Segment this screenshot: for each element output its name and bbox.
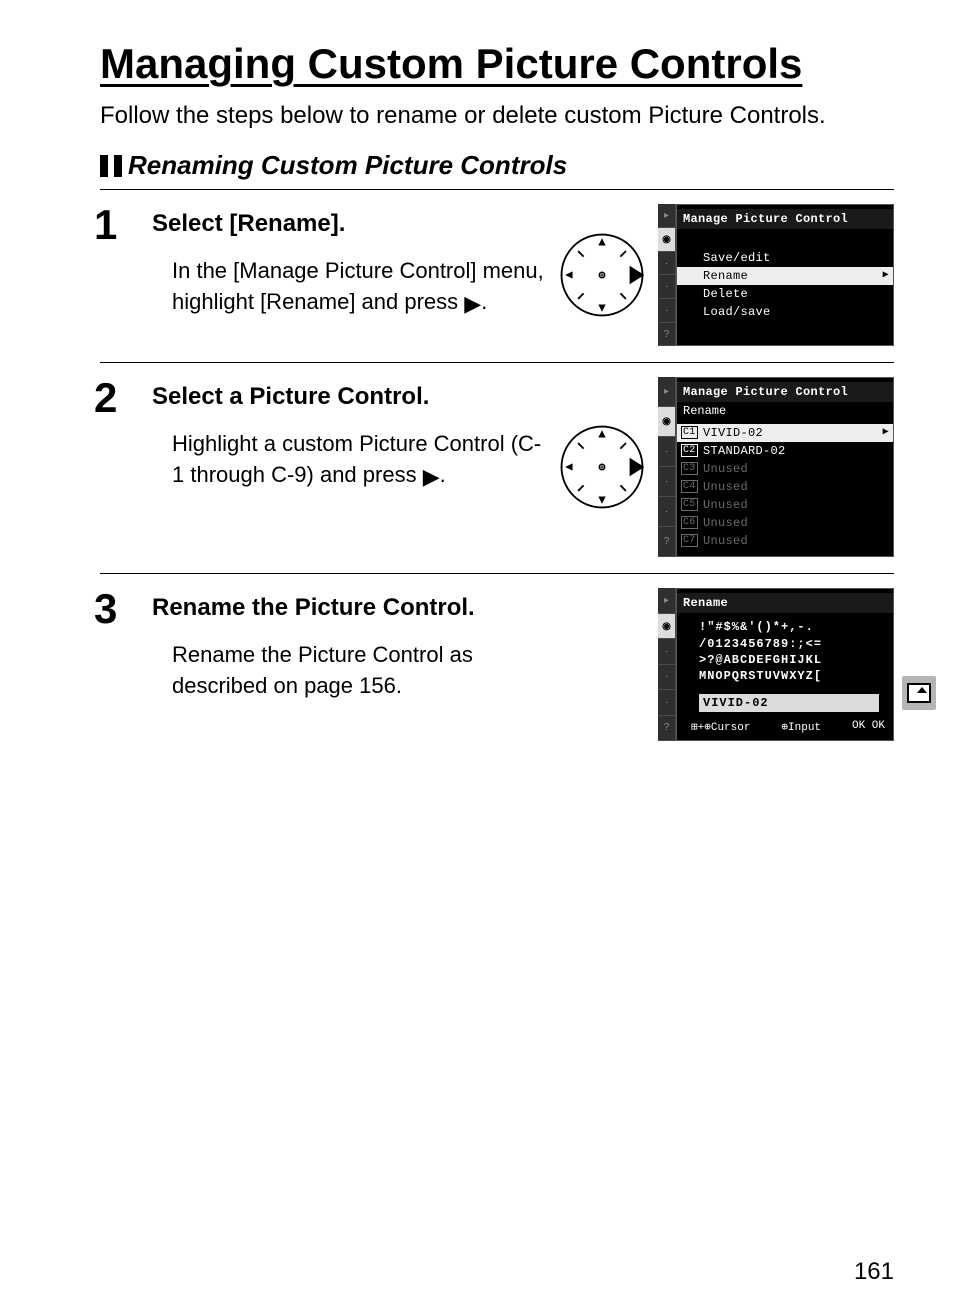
step-heading: Select [Rename]. bbox=[152, 210, 544, 238]
lcd-keyboard: !"#$%&'()*+,-. /0123456789:;<= >?@ABCDEF… bbox=[677, 613, 893, 688]
lcd-menu-item: C6Unused bbox=[677, 514, 893, 532]
lcd-title: Rename bbox=[677, 593, 893, 613]
camera-screen-3: ▸◉···? Rename !"#$%&'()*+,-. /0123456789… bbox=[658, 588, 894, 741]
subsection-title: Renaming Custom Picture Controls bbox=[128, 150, 567, 181]
camera-screen-1: ▸◉···? Manage Picture Control Save/editR… bbox=[658, 204, 894, 346]
lcd-footer: ⊞+⊕Cursor ⊕Input OK OK bbox=[677, 716, 893, 734]
step-heading: Select a Picture Control. bbox=[152, 383, 544, 411]
lcd-menu-item: C7Unused bbox=[677, 532, 893, 550]
page-number: 161 bbox=[854, 1258, 894, 1286]
divider bbox=[100, 189, 894, 190]
header-bar-icon bbox=[100, 155, 108, 177]
lcd-menu-item: C4Unused bbox=[677, 478, 893, 496]
lcd-input-field: VIVID-02 bbox=[699, 694, 879, 712]
divider bbox=[100, 573, 894, 574]
lcd-subtitle: Rename bbox=[677, 402, 893, 420]
step-number: 2 bbox=[94, 377, 140, 557]
step-number: 3 bbox=[94, 588, 140, 741]
step-1: 1 Select [Rename]. In the [Manage Pictur… bbox=[100, 198, 894, 356]
lcd-menu-item: Delete bbox=[677, 285, 893, 303]
right-triangle-icon: ▶ bbox=[423, 462, 440, 492]
step-3: 3 Rename the Picture Control. Rename the… bbox=[100, 582, 894, 751]
lcd-menu-list: C1VIVID-02C2STANDARD-02C3UnusedC4UnusedC… bbox=[677, 420, 893, 550]
lcd-title: Manage Picture Control bbox=[677, 209, 893, 229]
lcd-menu-item: C5Unused bbox=[677, 496, 893, 514]
intro-text: Follow the steps below to rename or dele… bbox=[100, 100, 894, 132]
right-triangle-icon: ▶ bbox=[464, 289, 481, 319]
step-text: Rename the Picture Control as described … bbox=[152, 640, 544, 701]
subsection-header: Renaming Custom Picture Controls bbox=[100, 150, 894, 181]
divider bbox=[100, 362, 894, 363]
lcd-menu-item: Rename bbox=[677, 267, 893, 285]
camera-screen-2: ▸◉···? Manage Picture Control Rename C1V… bbox=[658, 377, 894, 557]
lcd-menu-item: C1VIVID-02 bbox=[677, 424, 893, 442]
step-number: 1 bbox=[94, 204, 140, 346]
step-text: Highlight a custom Picture Control (C-1 … bbox=[152, 429, 544, 492]
retouch-tab-icon bbox=[902, 676, 936, 710]
multi-selector-icon bbox=[556, 229, 648, 321]
step-heading: Rename the Picture Control. bbox=[152, 594, 544, 622]
multi-selector-icon bbox=[556, 421, 648, 513]
lcd-menu-item: Save/edit bbox=[677, 249, 893, 267]
lcd-menu-item: C2STANDARD-02 bbox=[677, 442, 893, 460]
page-title: Managing Custom Picture Controls bbox=[100, 40, 894, 88]
lcd-title: Manage Picture Control bbox=[677, 382, 893, 402]
lcd-menu-list: Save/editRenameDeleteLoad/save bbox=[677, 245, 893, 321]
lcd-menu-item: C3Unused bbox=[677, 460, 893, 478]
header-bar-icon bbox=[114, 155, 122, 177]
step-text: In the [Manage Picture Control] menu, hi… bbox=[152, 256, 544, 319]
lcd-menu-item: Load/save bbox=[677, 303, 893, 321]
step-2: 2 Select a Picture Control. Highlight a … bbox=[100, 371, 894, 567]
